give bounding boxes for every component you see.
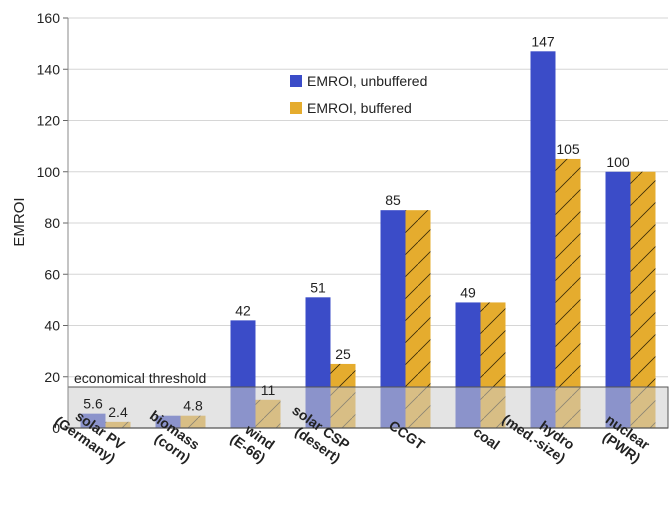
legend-label: EMROI, unbuffered xyxy=(307,73,427,89)
data-label: 147 xyxy=(531,33,555,49)
y-tick-label: 140 xyxy=(37,61,61,77)
y-tick-label: 20 xyxy=(44,369,60,385)
data-label: 51 xyxy=(310,279,326,295)
data-label: 2.4 xyxy=(108,404,128,420)
data-label: 49 xyxy=(460,284,476,300)
threshold-label: economical threshold xyxy=(74,370,206,386)
data-label: 11 xyxy=(261,382,276,398)
y-tick-label: 80 xyxy=(44,215,60,231)
data-label: 4.8 xyxy=(183,398,203,414)
legend-label: EMROI, buffered xyxy=(307,100,412,116)
y-tick-label: 160 xyxy=(37,10,61,26)
data-label: 42 xyxy=(235,302,251,318)
y-tick-label: 40 xyxy=(44,318,60,334)
legend-swatch xyxy=(290,102,302,114)
y-tick-label: 60 xyxy=(44,266,60,282)
data-label: 100 xyxy=(606,154,630,170)
y-tick-label: 120 xyxy=(37,113,61,129)
legend-swatch xyxy=(290,75,302,87)
bar-unbuffered xyxy=(531,51,556,428)
data-label: 85 xyxy=(385,192,401,208)
data-label: 25 xyxy=(335,346,351,362)
data-label: 5.6 xyxy=(83,396,103,412)
legend: EMROI, unbuffered EMROI, buffered xyxy=(290,73,427,116)
data-label: 105 xyxy=(556,141,580,157)
y-tick-label: 100 xyxy=(37,164,61,180)
y-axis-label: EMROI xyxy=(11,197,28,246)
